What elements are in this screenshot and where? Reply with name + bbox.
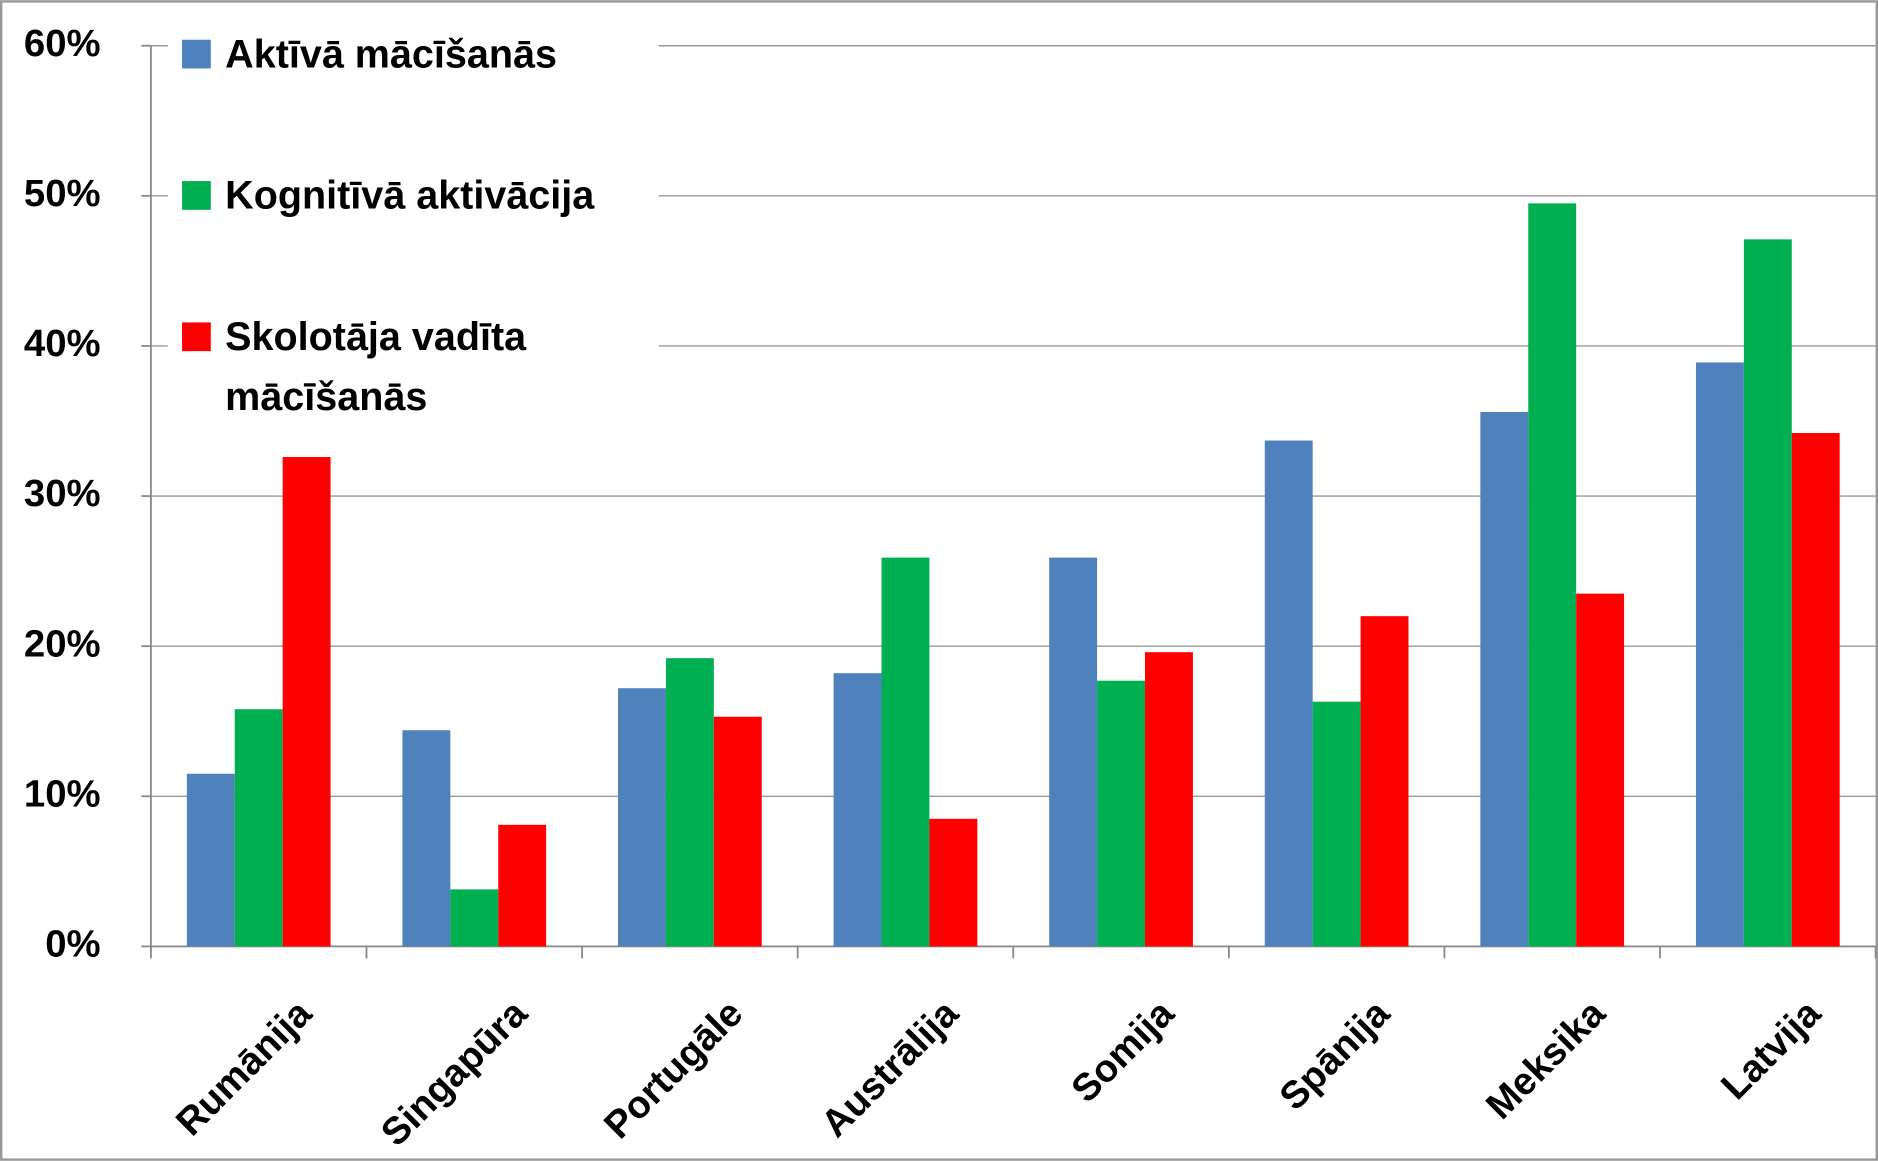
bar	[450, 889, 499, 947]
y-tick-label: 10%	[24, 772, 101, 815]
bar	[1480, 411, 1529, 947]
bar	[1743, 239, 1792, 947]
bar	[1145, 652, 1193, 947]
y-tick-label: 20%	[24, 622, 101, 665]
legend-item: Skolotāja vadīta mācīšanās	[182, 307, 613, 427]
y-tick-label: 50%	[24, 172, 101, 215]
bar	[1049, 557, 1098, 947]
bar	[1312, 701, 1361, 947]
bar	[665, 658, 714, 947]
bar	[186, 773, 235, 947]
y-tick-label: 60%	[24, 22, 101, 65]
y-tick-label: 40%	[24, 322, 101, 365]
bar	[1528, 203, 1577, 947]
legend-box: Aktīvā mācīšanās Kognitīvā aktivācija Skol…	[167, 24, 659, 432]
legend-label: Aktīvā mācīšanās	[225, 31, 557, 76]
bar	[929, 818, 978, 947]
bar	[713, 716, 762, 947]
bar	[1791, 433, 1840, 947]
legend-swatch	[182, 322, 211, 352]
bar	[1576, 593, 1625, 947]
bar	[1360, 616, 1409, 947]
bar	[282, 457, 331, 947]
bar	[402, 730, 451, 947]
bar	[498, 824, 547, 947]
legend-item: Kognitīvā aktivācija	[182, 165, 613, 225]
bar	[618, 688, 666, 947]
bar	[833, 673, 882, 947]
legend-label: Skolotāja vadīta mācīšanās	[225, 314, 527, 419]
y-tick-label: 30%	[24, 472, 101, 515]
bar	[234, 709, 283, 947]
legend-swatch	[182, 181, 211, 210]
bar	[881, 557, 930, 947]
legend-label: Kognitīvā aktivācija	[225, 172, 595, 217]
legend: Aktīvā mācīšanās Kognitīvā aktivācija Skol…	[167, 24, 659, 432]
bar	[1695, 362, 1744, 947]
legend-swatch	[182, 39, 211, 69]
bar	[1097, 680, 1146, 947]
bar	[1264, 440, 1313, 947]
legend-item: Aktīvā mācīšanās	[182, 24, 613, 84]
y-tick-label: 0%	[45, 923, 100, 966]
